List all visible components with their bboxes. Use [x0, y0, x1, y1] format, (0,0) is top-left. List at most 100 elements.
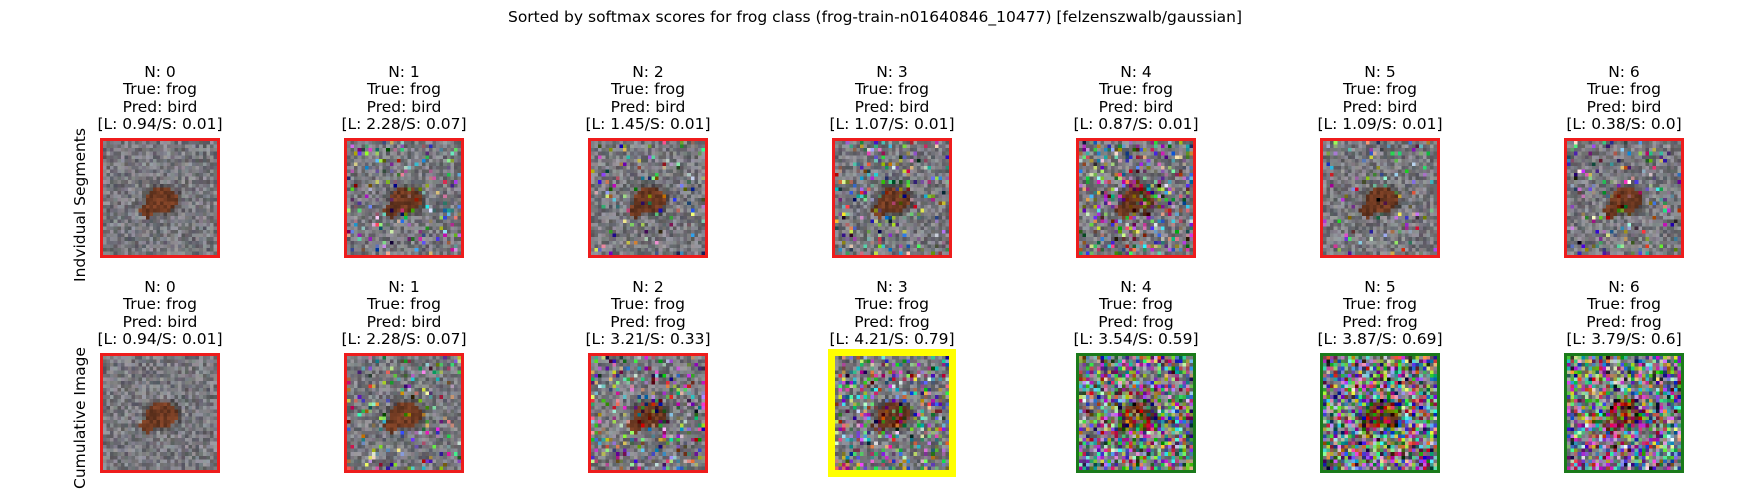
thumbnail-image [1567, 356, 1681, 470]
panel-index-label: N: 2 [632, 63, 664, 81]
true-class-label: True: frog [611, 295, 685, 314]
panel-caption: N: 2 True: frog Pred: frog [L: 3.21/S: 0.33… [528, 278, 768, 349]
grid-panel: N: 6 True: frog Pred: frog [L: 3.79/S: 0.6] [1504, 278, 1744, 349]
predicted-class-label: Pred: bird [366, 97, 442, 116]
panel-caption: N: 1 True: frog Pred: bird [L: 2.28/S: 0.07… [284, 278, 524, 349]
predicted-class-label: Pred: bird [122, 97, 198, 116]
thumbnail-image [103, 356, 217, 470]
predicted-class-label: Pred: frog [1586, 312, 1662, 331]
image-thumbnail-green-border [1076, 353, 1196, 473]
panel-index-label: N: 6 [1608, 63, 1640, 81]
thumbnail-image [591, 141, 705, 255]
grid-panel: N: 3 True: frog Pred: frog [L: 4.21/S: 0.79… [772, 278, 1012, 349]
grid-panel: N: 2 True: frog Pred: bird [L: 1.45/S: 0.01… [528, 63, 768, 134]
grid-panel: N: 1 True: frog Pred: bird [L: 2.28/S: 0.07… [284, 63, 524, 134]
score-label: [L: 1.09/S: 0.01] [1317, 115, 1443, 134]
score-label: [L: 1.45/S: 0.01] [585, 115, 711, 134]
grid-panel: N: 6 True: frog Pred: bird [L: 0.38/S: 0.0] [1504, 63, 1744, 134]
image-thumbnail-green-border [1320, 353, 1440, 473]
score-label: [L: 0.87/S: 0.01] [1073, 115, 1199, 134]
score-label: [L: 0.94/S: 0.01] [97, 330, 223, 349]
panel-index-label: N: 4 [1120, 278, 1152, 296]
panel-caption: N: 3 True: frog Pred: bird [L: 1.07/S: 0.01… [772, 63, 1012, 134]
true-class-label: True: frog [1587, 295, 1661, 314]
true-class-label: True: frog [1099, 80, 1173, 99]
panel-index-label: N: 4 [1120, 63, 1152, 81]
predicted-class-label: Pred: bird [1586, 97, 1662, 116]
panel-caption: N: 0 True: frog Pred: bird [L: 0.94/S: 0.01… [40, 278, 280, 349]
panel-index-label: N: 0 [144, 278, 176, 296]
thumbnail-image [103, 141, 217, 255]
image-thumbnail-red-border [588, 353, 708, 473]
predicted-class-label: Pred: frog [854, 312, 930, 331]
thumbnail-image [347, 356, 461, 470]
image-thumbnail-red-border [1076, 138, 1196, 258]
true-class-label: True: frog [1587, 80, 1661, 99]
score-label: [L: 4.21/S: 0.79] [829, 330, 955, 349]
true-class-label: True: frog [855, 295, 929, 314]
panel-index-label: N: 3 [876, 278, 908, 296]
row-label-cumulative: Cumulative Image [71, 347, 89, 489]
panel-index-label: N: 5 [1364, 63, 1396, 81]
grid-panel: N: 0 True: frog Pred: bird [L: 0.94/S: 0.01… [40, 63, 280, 134]
thumbnail-image [591, 356, 705, 470]
score-label: [L: 0.38/S: 0.0] [1566, 115, 1682, 134]
grid-panel: N: 4 True: frog Pred: frog [L: 3.54/S: 0.59… [1016, 278, 1256, 349]
thumbnail-image [1567, 141, 1681, 255]
panel-index-label: N: 1 [388, 63, 420, 81]
row-label-individual: Indvidual Segments [71, 128, 89, 282]
panel-index-label: N: 0 [144, 63, 176, 81]
image-thumbnail-green-border [1564, 353, 1684, 473]
panel-caption: N: 0 True: frog Pred: bird [L: 0.94/S: 0.01… [40, 63, 280, 134]
true-class-label: True: frog [367, 80, 441, 99]
score-label: [L: 1.07/S: 0.01] [829, 115, 955, 134]
true-class-label: True: frog [1343, 80, 1417, 99]
true-class-label: True: frog [123, 80, 197, 99]
image-thumbnail-red-border [100, 353, 220, 473]
grid-panel: N: 0 True: frog Pred: bird [L: 0.94/S: 0.01… [40, 278, 280, 349]
grid-panel: N: 1 True: frog Pred: bird [L: 2.28/S: 0.07… [284, 278, 524, 349]
true-class-label: True: frog [1099, 295, 1173, 314]
predicted-class-label: Pred: frog [610, 312, 686, 331]
image-thumbnail-red-border [100, 138, 220, 258]
grid-panel: N: 2 True: frog Pred: frog [L: 3.21/S: 0.33… [528, 278, 768, 349]
true-class-label: True: frog [855, 80, 929, 99]
panel-caption: N: 5 True: frog Pred: frog [L: 3.87/S: 0.69… [1260, 278, 1500, 349]
grid-panel: N: 5 True: frog Pred: bird [L: 1.09/S: 0.01… [1260, 63, 1500, 134]
panel-caption: N: 3 True: frog Pred: frog [L: 4.21/S: 0.79… [772, 278, 1012, 349]
panel-caption: N: 4 True: frog Pred: frog [L: 3.54/S: 0.59… [1016, 278, 1256, 349]
score-label: [L: 2.28/S: 0.07] [341, 330, 467, 349]
panel-caption: N: 5 True: frog Pred: bird [L: 1.09/S: 0.01… [1260, 63, 1500, 134]
panel-index-label: N: 2 [632, 278, 664, 296]
score-label: [L: 0.94/S: 0.01] [97, 115, 223, 134]
panel-caption: N: 4 True: frog Pred: bird [L: 0.87/S: 0.01… [1016, 63, 1256, 134]
image-thumbnail-yellow-border [828, 349, 956, 477]
predicted-class-label: Pred: frog [1098, 312, 1174, 331]
panel-index-label: N: 6 [1608, 278, 1640, 296]
thumbnail-image [835, 356, 949, 470]
thumbnail-image [1079, 141, 1193, 255]
grid-panel: N: 4 True: frog Pred: bird [L: 0.87/S: 0.01… [1016, 63, 1256, 134]
score-label: [L: 3.21/S: 0.33] [585, 330, 711, 349]
image-thumbnail-red-border [588, 138, 708, 258]
grid-panel: N: 3 True: frog Pred: bird [L: 1.07/S: 0.01… [772, 63, 1012, 134]
predicted-class-label: Pred: bird [366, 312, 442, 331]
thumbnail-image [1079, 356, 1193, 470]
predicted-class-label: Pred: bird [610, 97, 686, 116]
thumbnail-image [1323, 356, 1437, 470]
predicted-class-label: Pred: bird [1342, 97, 1418, 116]
true-class-label: True: frog [611, 80, 685, 99]
predicted-class-label: Pred: frog [1342, 312, 1418, 331]
thumbnail-image [835, 141, 949, 255]
panel-index-label: N: 3 [876, 63, 908, 81]
panel-caption: N: 1 True: frog Pred: bird [L: 2.28/S: 0.07… [284, 63, 524, 134]
grid-panel: N: 5 True: frog Pred: frog [L: 3.87/S: 0.69… [1260, 278, 1500, 349]
panel-caption: N: 2 True: frog Pred: bird [L: 1.45/S: 0.01… [528, 63, 768, 134]
image-thumbnail-red-border [1564, 138, 1684, 258]
score-label: [L: 3.54/S: 0.59] [1073, 330, 1199, 349]
predicted-class-label: Pred: bird [1098, 97, 1174, 116]
true-class-label: True: frog [367, 295, 441, 314]
score-label: [L: 3.87/S: 0.69] [1317, 330, 1443, 349]
image-thumbnail-red-border [1320, 138, 1440, 258]
score-label: [L: 2.28/S: 0.07] [341, 115, 467, 134]
